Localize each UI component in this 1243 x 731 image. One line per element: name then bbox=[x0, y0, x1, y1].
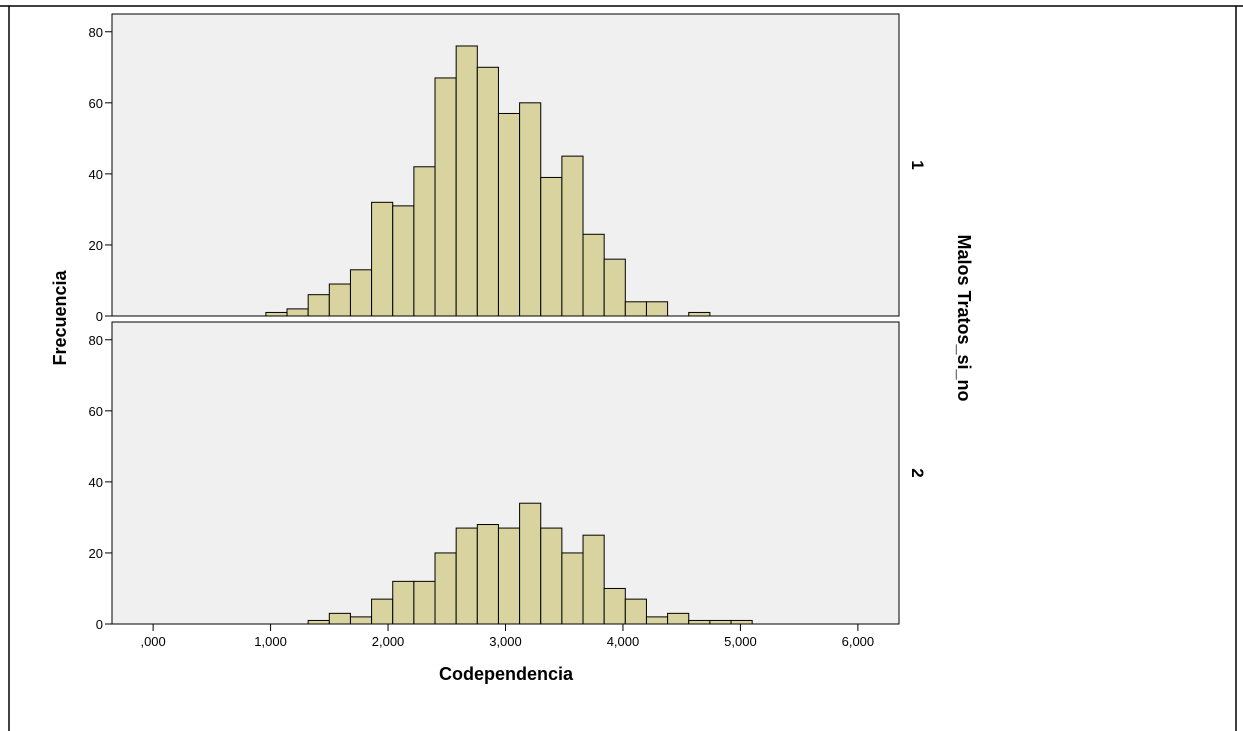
panel-2-bar bbox=[328, 612, 351, 625]
panel-1-bar bbox=[455, 45, 478, 317]
y-tick-label: 40 bbox=[89, 475, 103, 490]
panel-1-bar bbox=[307, 294, 330, 317]
panel-2-bar bbox=[645, 616, 669, 625]
panel-1-bar bbox=[624, 301, 647, 317]
panel-2-bar bbox=[476, 524, 499, 625]
panel-2-bar bbox=[709, 619, 732, 625]
y-tick-label: 80 bbox=[89, 333, 103, 348]
panel-2-bar bbox=[582, 534, 605, 625]
panel-2-bar bbox=[371, 598, 394, 625]
panel-2-bar bbox=[603, 587, 626, 625]
panel-2-bar bbox=[730, 619, 753, 625]
panel-1-label: 1 bbox=[908, 160, 927, 169]
panel-2-bar bbox=[434, 552, 457, 625]
panel-1-bar bbox=[582, 233, 605, 317]
x-tick-label: ,000 bbox=[140, 634, 165, 649]
panel-2-bar bbox=[455, 527, 478, 625]
panel-1-border bbox=[111, 13, 900, 317]
panel-1-bar bbox=[265, 311, 288, 317]
panel-1-bar bbox=[519, 102, 542, 317]
panel-2-bar bbox=[349, 616, 373, 625]
panel-1-bar bbox=[540, 176, 563, 317]
panel-2-bar bbox=[667, 612, 690, 625]
y-tick-label: 20 bbox=[89, 546, 103, 561]
panel-2-bar bbox=[519, 502, 542, 625]
x-tick-label: 3,000 bbox=[489, 634, 522, 649]
panel-1-bar bbox=[434, 77, 457, 317]
x-tick-label: 1,000 bbox=[254, 634, 287, 649]
panel-1-bar bbox=[371, 201, 394, 317]
panel-2-bar bbox=[497, 527, 521, 625]
panel-2-bar bbox=[688, 619, 711, 625]
x-axis: ,000 1,000 2,000 3,000 4,000 5,000 6,000 bbox=[140, 624, 874, 649]
panel-1-bar bbox=[497, 112, 521, 317]
y-tick-label: 20 bbox=[89, 238, 103, 253]
y-tick-label: 0 bbox=[96, 309, 103, 324]
y-axis-title: Frecuencia bbox=[50, 269, 70, 365]
panel-2-bar bbox=[392, 580, 415, 625]
panel-2-label: 2 bbox=[908, 468, 927, 477]
x-tick-label: 4,000 bbox=[607, 634, 640, 649]
panel-1-bar bbox=[413, 166, 436, 317]
panel-1-bar bbox=[603, 258, 626, 317]
panel-1-bar bbox=[645, 301, 669, 317]
panel-1-bar bbox=[328, 283, 351, 317]
panel-2-bar bbox=[540, 527, 563, 625]
panel-2-bar bbox=[624, 598, 647, 625]
panel-2-bar bbox=[413, 580, 436, 625]
panel-1-bar bbox=[561, 155, 584, 317]
y-tick-label: 40 bbox=[89, 167, 103, 182]
panel-2-y-axis: 0 20 40 60 80 bbox=[89, 333, 112, 632]
panel-1-bar bbox=[286, 308, 309, 317]
x-axis-title: Codependencia bbox=[439, 664, 574, 684]
panel-1-bar bbox=[688, 311, 711, 317]
x-tick-label: 2,000 bbox=[372, 634, 405, 649]
panel-1-y-axis: 0 20 40 60 80 bbox=[89, 25, 112, 324]
x-tick-label: 6,000 bbox=[842, 634, 875, 649]
y-tick-label: 60 bbox=[89, 96, 103, 111]
panel-1-bar bbox=[349, 269, 373, 317]
panel-variable-title: Malos Tratos_si_no bbox=[954, 234, 974, 401]
panel-1-bar bbox=[392, 205, 415, 317]
panel-2-bars bbox=[307, 502, 753, 625]
y-tick-label: 60 bbox=[89, 404, 103, 419]
y-tick-label: 80 bbox=[89, 25, 103, 40]
panel-1-bar bbox=[476, 66, 499, 317]
panel-2-bar bbox=[561, 552, 584, 625]
x-tick-label: 5,000 bbox=[724, 634, 757, 649]
panel-2-bar bbox=[307, 619, 330, 625]
y-tick-label: 0 bbox=[96, 617, 103, 632]
